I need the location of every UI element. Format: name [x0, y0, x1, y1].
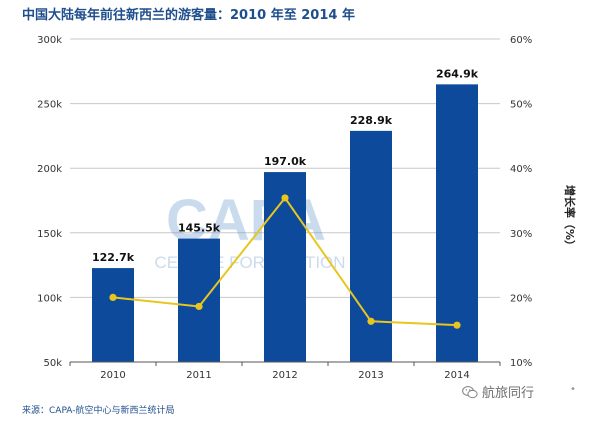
y-left-tick-label: 300k — [37, 35, 62, 46]
y-left-tick-label: 100k — [37, 293, 62, 304]
bar — [436, 84, 478, 363]
y-right-tick-label: 50% — [510, 100, 532, 111]
bar-data-label: 122.7k — [92, 251, 135, 264]
data-labels: 122.7k 145.5k 197.0k 228.9k 264.9k — [92, 67, 479, 264]
y-right-tick-label: 30% — [510, 229, 532, 240]
line-point — [453, 321, 461, 329]
y-right-axis-label: 增长率（%） — [563, 185, 577, 251]
chart-title: 中国大陆每年前往新西兰的游客量：2010 年至 2014 年 — [22, 8, 355, 23]
source-note: 来源：CAPA-航空中心与新西兰统计局 — [22, 406, 175, 416]
bar-data-label: 228.9k — [350, 114, 393, 127]
bar-data-label: 264.9k — [436, 67, 479, 80]
line-point — [281, 194, 289, 202]
bar-data-label: 197.0k — [264, 155, 307, 168]
line-point — [367, 317, 375, 325]
wechat-icon — [462, 386, 478, 399]
x-tick-label: 2010 — [100, 370, 125, 381]
y-left-tick-label: 200k — [37, 164, 62, 175]
bar — [92, 268, 134, 362]
bar — [264, 172, 306, 362]
x-tick-label: 2014 — [444, 370, 469, 381]
line-series — [109, 194, 461, 329]
axes: 50k 10% 100k 20% 150k 30% 200k 40% 250k 50% 300k 60… — [37, 35, 577, 381]
line-point — [109, 293, 117, 301]
x-tick-label: 2012 — [272, 370, 297, 381]
tail-mark: • — [570, 384, 576, 395]
brand-text: 航旅同行 — [482, 386, 535, 401]
y-left-tick-label: 150k — [37, 229, 62, 240]
y-right-tick-label: 20% — [510, 293, 532, 304]
line-point — [195, 302, 203, 311]
x-tick-label: 2011 — [186, 370, 211, 381]
x-tick-label: 2013 — [358, 370, 383, 381]
bar — [350, 130, 392, 362]
y-right-tick-label: 40% — [510, 164, 532, 175]
y-left-tick-label: 50k — [43, 358, 62, 369]
bar-data-label: 145.5k — [178, 222, 221, 235]
y-left-tick-label: 250k — [37, 100, 62, 111]
bar-series — [92, 84, 478, 363]
y-right-tick-label: 60% — [510, 35, 532, 46]
y-right-tick-label: 10% — [510, 358, 532, 369]
brand: 航旅同行 — [462, 382, 534, 401]
bar — [178, 238, 220, 362]
